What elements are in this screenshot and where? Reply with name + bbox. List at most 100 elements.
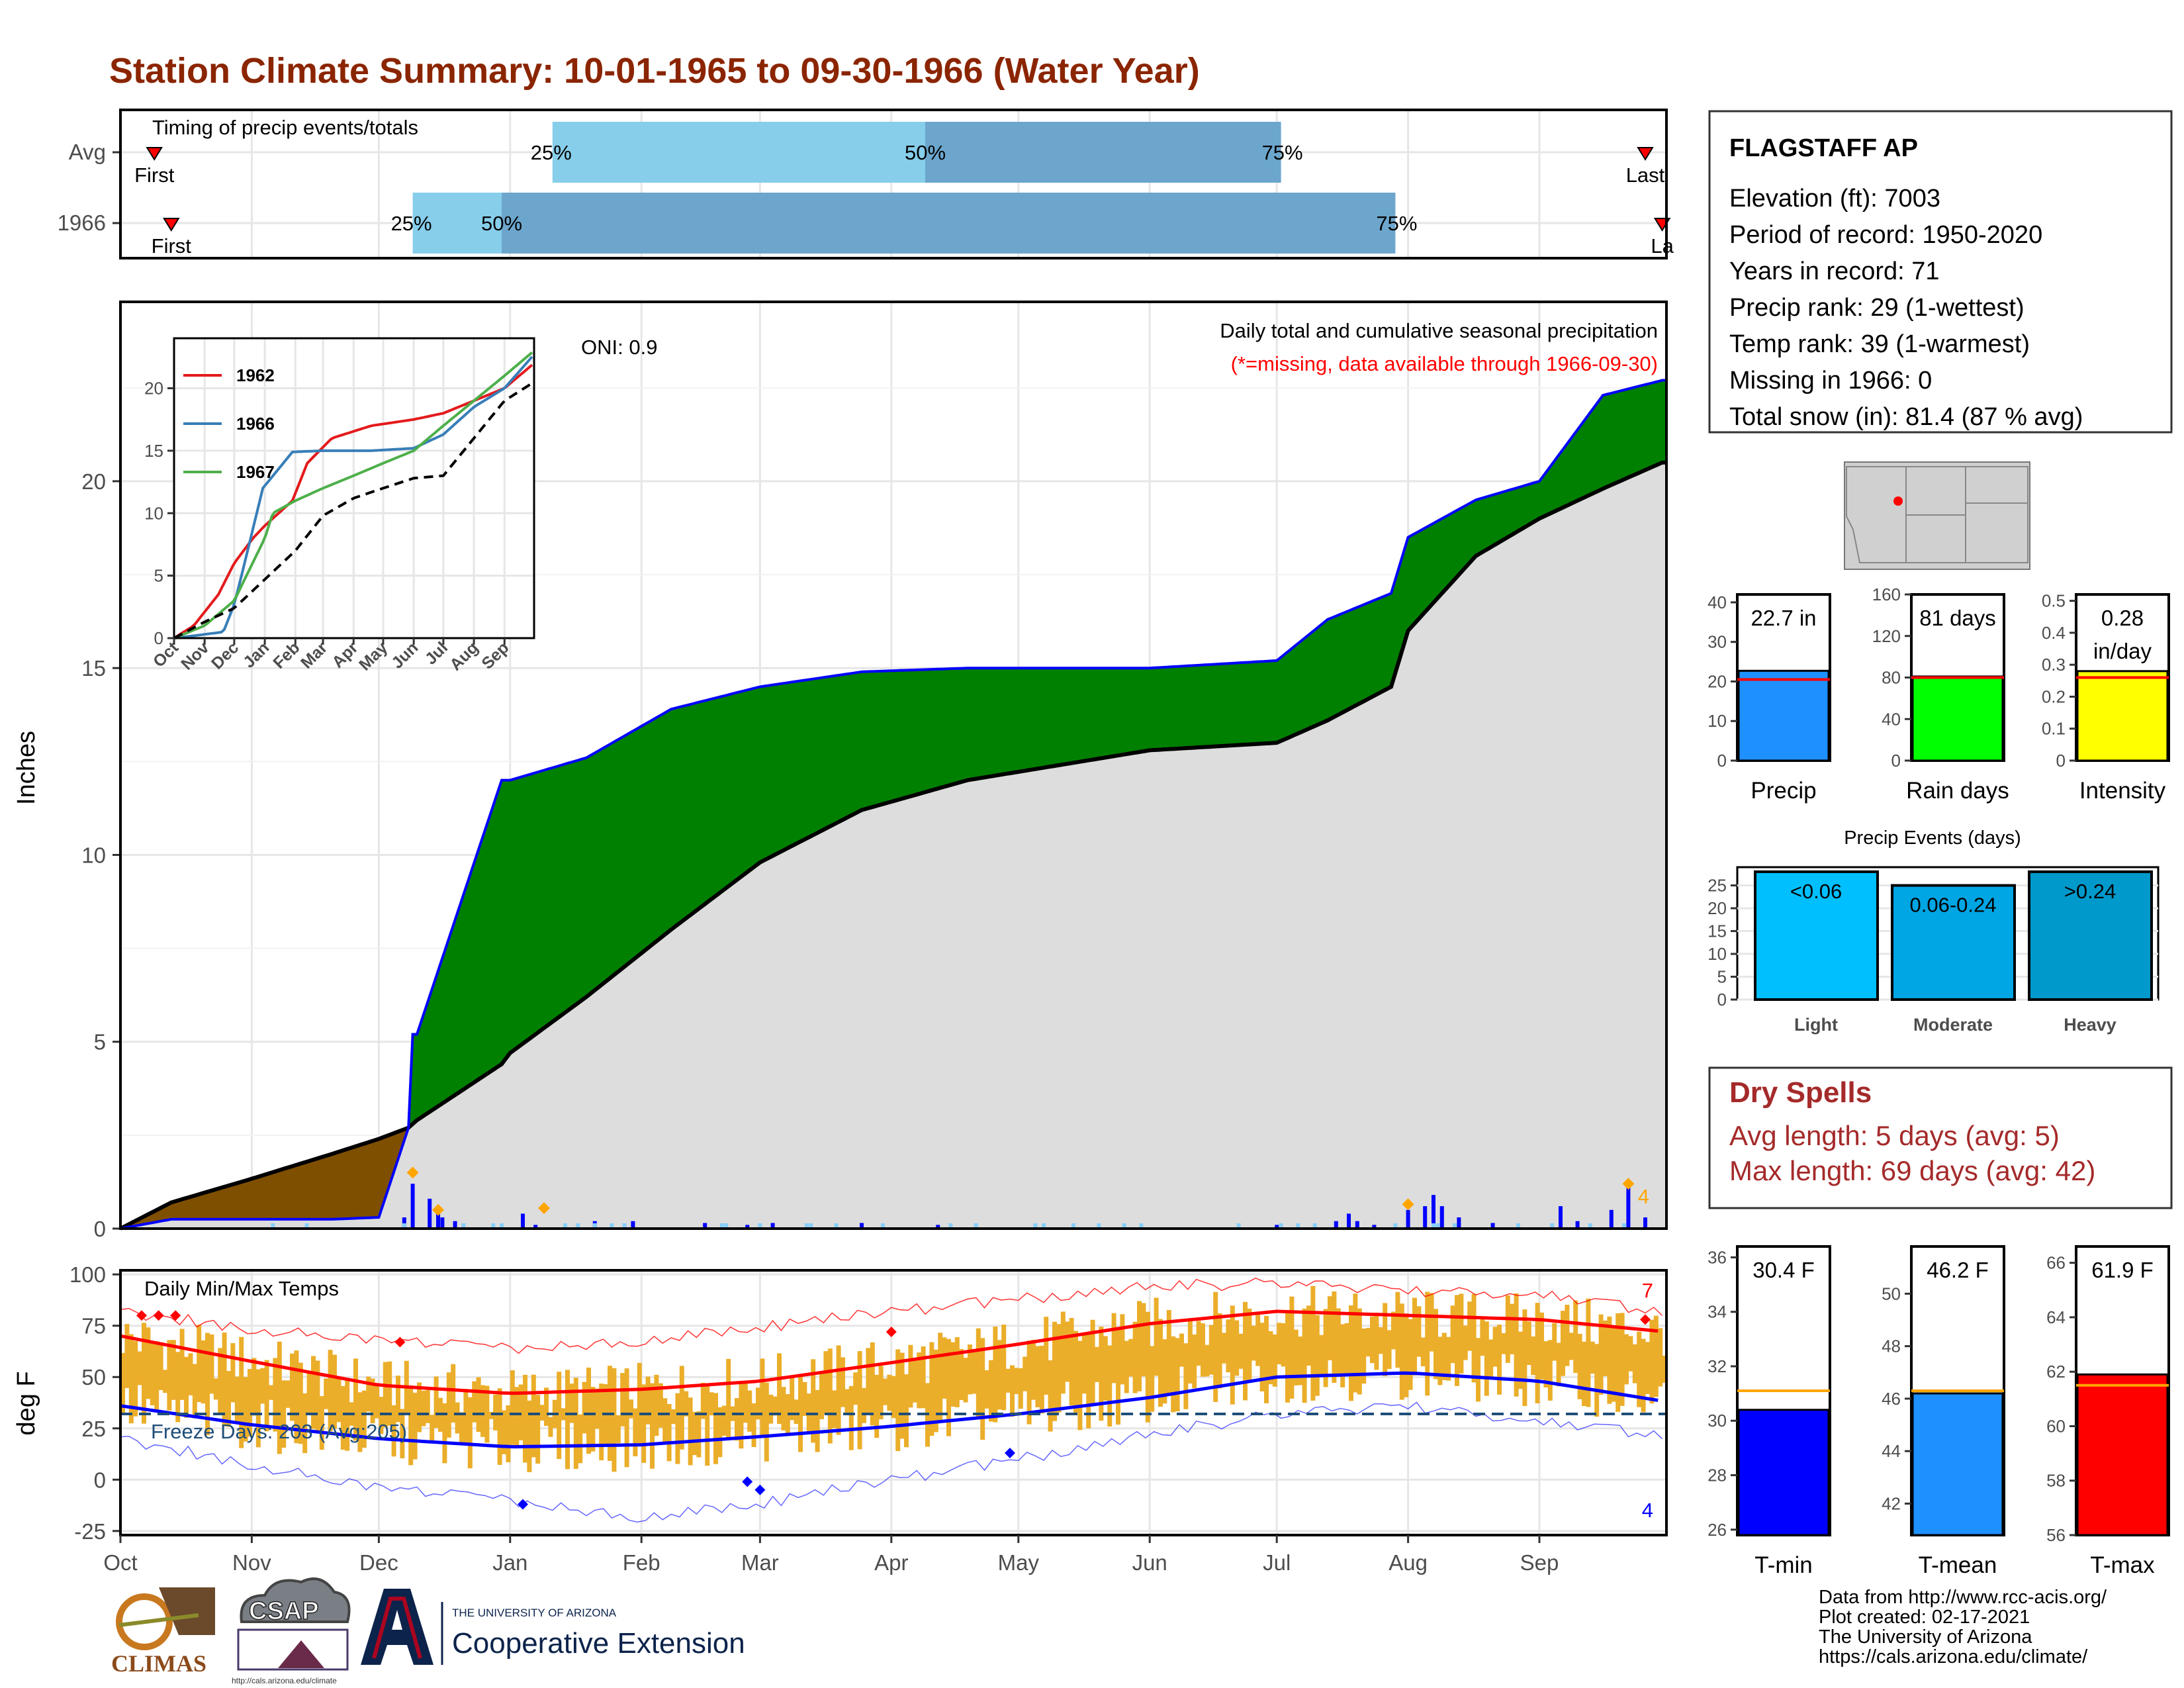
temp-day-bar: [565, 1370, 570, 1470]
csap-logo-text: CSAP: [249, 1597, 319, 1625]
precip-subheader: (*=missing, data available through 1966-…: [1231, 352, 1658, 375]
temp-day-bar: [281, 1380, 287, 1448]
extreme-precip-marker: [1402, 1198, 1414, 1211]
temp-day-bar: [1624, 1334, 1629, 1385]
events-category-label: Light: [1794, 1015, 1838, 1035]
daily-precip-bar: [936, 1225, 940, 1229]
temp-day-bar: [1251, 1325, 1256, 1361]
temp-day-bar: [1158, 1319, 1163, 1407]
last-event-label: Last: [1626, 164, 1665, 187]
temp-day-bar: [1179, 1333, 1184, 1367]
daily-trace-bar: [834, 1223, 839, 1229]
temp-day-bar: [798, 1374, 803, 1452]
temp-day-bar: [535, 1395, 541, 1464]
temp-day-bar: [1471, 1293, 1477, 1383]
temp-day-bar: [1128, 1338, 1134, 1377]
temp-day-bar: [251, 1358, 257, 1416]
temp-day-bar: [1484, 1321, 1489, 1396]
temp-0-y-tick-label: 28: [1707, 1466, 1727, 1485]
daily-trace-bar: [461, 1223, 466, 1229]
temp-day-bar: [1658, 1328, 1663, 1387]
temp-day-bar: [1069, 1317, 1074, 1406]
temp-day-bar: [1514, 1293, 1519, 1397]
figure-title: Station Climate Summary: 10-01-1965 to 0…: [109, 51, 1200, 91]
daily-trace-bar: [719, 1223, 724, 1229]
temp-day-bar: [1238, 1333, 1244, 1369]
precip-2-y-tick-label: 0.3: [2042, 655, 2066, 675]
temp-day-bar: [1467, 1301, 1473, 1351]
temp-day-bar: [764, 1382, 769, 1462]
precip-summary-charts: 0 10 20 30 40 22.7 in Precip 0 40 80 120 160 81 days…: [1707, 585, 2170, 804]
temp-day-bar: [959, 1348, 964, 1401]
daily-trace-bar: [1042, 1223, 1046, 1229]
temp-day-bar: [1044, 1317, 1049, 1395]
temp-day-bar: [1510, 1303, 1515, 1354]
temp-2-chart: 56 58 60 62 64 66 61.9 F T-max: [2046, 1245, 2170, 1578]
precip-y-tick-label: 10: [81, 843, 106, 867]
temp-day-bar: [794, 1399, 799, 1425]
temp-day-bar: [1056, 1324, 1062, 1413]
temp-day-bar: [1208, 1325, 1214, 1375]
temp-day-bar: [917, 1352, 922, 1409]
temp-day-bar: [1603, 1320, 1608, 1376]
daily-precip-bar: [1432, 1195, 1435, 1229]
station-name: FLAGSTAFF AP: [1729, 134, 1918, 162]
temp-day-bar: [1302, 1308, 1307, 1403]
daily-precip-bar: [440, 1217, 445, 1229]
temp-day-bar: [451, 1364, 456, 1423]
daily-trace-bar: [622, 1223, 627, 1229]
temp-0-y-tick-label: 30: [1707, 1411, 1727, 1430]
temp-day-bar: [993, 1327, 998, 1423]
inset-y-tick-label: 15: [144, 441, 163, 461]
temp-day-bar: [192, 1364, 197, 1419]
daily-trace-bar: [500, 1223, 504, 1229]
temp-day-bar: [1196, 1321, 1201, 1366]
temp-0-y-tick-label: 36: [1707, 1247, 1727, 1267]
precip-2-y-tick-label: 0.4: [2042, 623, 2066, 643]
temp-day-bar: [1547, 1340, 1553, 1401]
temp-day-bar: [1336, 1308, 1341, 1377]
month-tick-label: Oct: [103, 1550, 137, 1575]
temp-day-bar: [1476, 1338, 1480, 1402]
temp-day-bar: [874, 1374, 880, 1438]
temp-day-bar: [1226, 1319, 1231, 1373]
temp-day-bar: [1522, 1309, 1527, 1407]
temp-day-bar: [650, 1383, 655, 1469]
temp-day-bar: [887, 1374, 892, 1411]
inset-legend-label: 1967: [236, 462, 275, 482]
temp-day-bar: [467, 1397, 473, 1469]
temp-day-bar: [823, 1351, 829, 1415]
temp-day-bar: [1543, 1341, 1549, 1388]
temp-day-bar: [315, 1360, 320, 1432]
temp-day-bar: [531, 1374, 536, 1458]
temp-day-bar: [1569, 1333, 1574, 1360]
temp-day-bar: [836, 1345, 841, 1435]
temp-day-bar: [167, 1340, 172, 1411]
daily-trace-bar: [1139, 1223, 1144, 1229]
temp-day-bar: [662, 1398, 668, 1444]
inset-y-tick-label: 5: [154, 566, 163, 586]
precip-2-y-tick-label: 0.2: [2042, 686, 2066, 706]
temp-day-bar: [518, 1384, 523, 1440]
temp-day-bar: [1561, 1311, 1565, 1376]
precip-2-y-tick-label: 0.5: [2042, 591, 2066, 611]
temp-day-bar: [1166, 1310, 1171, 1395]
temp-day-bar: [1518, 1331, 1523, 1389]
extreme-precip-marker: [406, 1166, 419, 1179]
temp-day-bar: [1598, 1314, 1604, 1395]
temp-day-bar: [1035, 1346, 1040, 1407]
daily-trace-bar: [809, 1223, 813, 1229]
daily-precip-bar: [1643, 1217, 1647, 1229]
dry-spells: Dry Spells Avg length: 5 days (avg: 5) M…: [1708, 1066, 2173, 1209]
temp-day-bar: [213, 1378, 218, 1400]
temp-day-bar: [1255, 1312, 1261, 1366]
precip-2-chart: 0 0.1 0.2 0.3 0.4 0.5 0.28 in/day Intensity: [2042, 591, 2170, 804]
extreme-precip-marker: [432, 1203, 444, 1216]
temp-day-bar: [637, 1362, 642, 1445]
timing-bar-q50-q75: [502, 193, 1396, 254]
daily-precip-bar: [631, 1221, 635, 1229]
temp-day-bar: [150, 1341, 155, 1405]
temp-day-bar: [514, 1387, 520, 1449]
temp-panel-border: [119, 1269, 1668, 1536]
